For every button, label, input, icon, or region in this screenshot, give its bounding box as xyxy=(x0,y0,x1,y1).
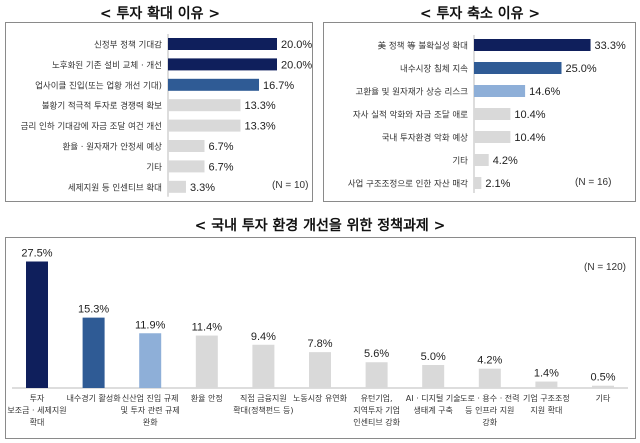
category-label: 환율 안정 xyxy=(191,393,223,403)
category-label: 美 정책 等 불확실성 확대 xyxy=(378,41,468,52)
category-label: 기타 xyxy=(452,157,468,167)
value-label: 11.9% xyxy=(135,319,166,331)
category-label: 환율 · 원자재가 안정세 예상 xyxy=(62,142,162,153)
bar xyxy=(168,160,205,173)
bar xyxy=(252,344,275,388)
bar xyxy=(168,119,241,132)
value-label: 20.0% xyxy=(281,39,312,51)
value-label: 4.2% xyxy=(493,155,518,167)
bar xyxy=(592,385,614,388)
category-label: 노후화된 기존 설비 교체 · 개선 xyxy=(52,60,162,71)
chart-title-expand: < 투자 확대 이유 > xyxy=(99,6,221,22)
bar xyxy=(478,368,501,388)
category-label: 지원 확대 xyxy=(530,405,562,415)
bar xyxy=(474,177,482,189)
value-label: 20.0% xyxy=(281,59,312,71)
value-label: 2.1% xyxy=(485,178,510,190)
category-label: 사업 구조조정으로 인한 자산 매각 xyxy=(348,179,468,190)
value-label: 7.8% xyxy=(307,338,332,350)
value-label: 0.5% xyxy=(590,372,615,384)
bar xyxy=(422,365,445,388)
category-label: 확대 xyxy=(30,417,45,427)
category-label: 기타 xyxy=(596,394,611,403)
value-label: 6.7% xyxy=(209,161,234,173)
category-label: 등 인프라 지원 xyxy=(465,405,514,415)
bar xyxy=(168,58,277,71)
value-label: 15.3% xyxy=(78,304,109,316)
bar xyxy=(365,362,388,388)
chart-panel-expand xyxy=(5,22,313,202)
bar xyxy=(474,154,489,166)
category-label: 국내 투자환경 악화 예상 xyxy=(382,133,468,144)
bar xyxy=(195,335,218,388)
category-label: 보조금 · 세제지원 xyxy=(7,406,66,415)
category-label: 생태계 구축 xyxy=(414,405,453,415)
bar xyxy=(168,140,205,152)
value-label: 33.3% xyxy=(595,40,626,52)
category-label: 유턴기업, xyxy=(361,393,393,403)
chart-title-reduce: < 투자 축소 이유 > xyxy=(419,6,541,22)
value-label: 9.4% xyxy=(251,331,276,343)
bar xyxy=(309,352,331,388)
value-label: 6.7% xyxy=(209,141,234,153)
value-label: 10.4% xyxy=(514,109,545,121)
category-label: 업사이클 진입(또는 업황 개선 기대) xyxy=(35,80,162,91)
category-label: 완화 xyxy=(143,418,158,427)
value-label: 27.5% xyxy=(21,248,52,260)
value-label: 11.4% xyxy=(192,322,223,334)
category-label: 강화 xyxy=(482,417,497,427)
bar xyxy=(168,78,260,91)
sample-size-reduce: (N = 16) xyxy=(575,177,612,188)
chart-title-policy: < 국내 투자 환경 개선을 위한 정책과제 > xyxy=(194,218,446,234)
category-label: 금리 인하 기대감에 자금 조달 여건 개선 xyxy=(21,121,162,132)
category-label: 기업 구조조정 xyxy=(523,393,570,403)
chart-panel-policy xyxy=(5,237,636,439)
bar xyxy=(474,131,511,143)
bar xyxy=(26,261,48,388)
bar xyxy=(168,38,277,50)
category-label: 직접 금융지원 xyxy=(240,393,287,403)
category-label: 인센티브 강화 xyxy=(353,417,400,427)
bar xyxy=(474,85,526,97)
category-label: 세제지원 등 인센티브 확대 xyxy=(68,182,162,193)
value-label: 1.4% xyxy=(534,368,559,380)
bar xyxy=(82,317,105,388)
value-label: 4.2% xyxy=(477,355,502,367)
value-label: 13.3% xyxy=(244,100,275,112)
bar xyxy=(474,108,511,120)
sample-size-expand: (N = 10) xyxy=(272,180,309,191)
value-label: 13.3% xyxy=(244,121,275,133)
category-label: 고환율 및 원자재가 상승 리스크 xyxy=(356,87,469,98)
category-label: 자사 실적 악화와 자금 조달 애로 xyxy=(353,110,468,121)
category-label: 투자 xyxy=(30,394,45,403)
bar xyxy=(168,99,241,112)
bar xyxy=(535,381,558,388)
category-label: 도로 · 용수 · 전력 xyxy=(460,393,519,403)
category-label: 내수경기 활성화 xyxy=(67,393,122,403)
bar xyxy=(474,62,562,74)
value-label: 5.6% xyxy=(364,348,389,360)
category-label: AI · 디지털 기술 xyxy=(406,393,461,403)
category-label: 지역투자 기업 xyxy=(353,405,400,415)
bar xyxy=(139,333,162,388)
category-label: 불황기 적극적 투자로 경쟁력 확보 xyxy=(42,101,162,112)
category-label: 확대(정책펀드 등) xyxy=(233,405,293,415)
category-label: 및 투자 관련 규제 xyxy=(121,405,180,415)
sample-size-policy: (N = 120) xyxy=(584,262,626,273)
bar xyxy=(168,180,186,193)
value-label: 25.0% xyxy=(566,63,597,75)
value-label: 16.7% xyxy=(263,80,294,92)
category-label: 내수시장 침체 지속 xyxy=(400,64,468,75)
value-label: 5.0% xyxy=(421,351,446,363)
value-label: 14.6% xyxy=(529,86,560,98)
value-label: 10.4% xyxy=(514,132,545,144)
value-label: 3.3% xyxy=(190,182,215,194)
category-label: 노동시장 유연화 xyxy=(293,393,348,403)
category-label: 신산업 진입 규제 xyxy=(122,393,179,403)
category-label: 기타 xyxy=(146,163,162,173)
category-label: 신정부 정책 기대감 xyxy=(94,40,162,51)
bar xyxy=(474,39,591,51)
